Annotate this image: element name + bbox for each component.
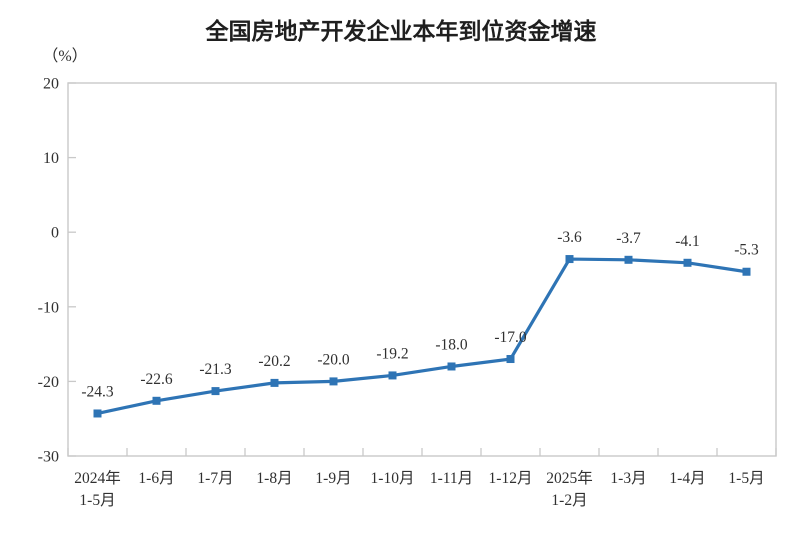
- data-point-label: -24.3: [81, 383, 114, 400]
- y-axis-tick-label: -10: [38, 299, 59, 316]
- y-axis-tick-label: 0: [51, 225, 59, 242]
- data-point-marker: [388, 371, 397, 380]
- data-point-label: -3.6: [557, 229, 582, 246]
- data-point-label: -5.3: [734, 242, 759, 259]
- y-axis-unit-label: （%）: [42, 47, 87, 65]
- y-axis-tick-label: 20: [43, 76, 59, 93]
- plot-border: [67, 82, 777, 457]
- data-point-label: -20.0: [317, 351, 350, 368]
- data-point-marker: [270, 378, 279, 387]
- x-axis-category-label: 1-10月: [371, 470, 415, 487]
- data-point-marker: [447, 362, 456, 371]
- x-axis-category-label: 2025年: [546, 469, 593, 487]
- chart-title: 全国房地产开发企业本年到位资金增速: [205, 18, 597, 44]
- x-axis-category-label: 1-11月: [430, 470, 473, 487]
- x-axis-category-label: 1-2月: [551, 492, 587, 509]
- data-point-marker: [152, 396, 161, 405]
- x-axis-category-label: 1-5月: [79, 492, 115, 509]
- data-point-marker: [506, 355, 515, 364]
- data-point-marker: [329, 377, 338, 386]
- data-point-label: -21.3: [199, 361, 232, 378]
- x-axis-category-label: 1-6月: [138, 470, 174, 487]
- data-point-label: -20.2: [258, 353, 290, 370]
- data-point-marker: [211, 387, 220, 396]
- x-axis-category-label: 2024年: [74, 469, 121, 487]
- data-point-marker: [624, 255, 633, 264]
- y-axis-tick-label: 10: [43, 150, 59, 167]
- data-point-label: -22.6: [140, 371, 173, 388]
- x-axis-category-label: 1-8月: [256, 470, 292, 487]
- plot-area: 20 10 0 -10 -20 -30 2024年 1-5月 1-6月 1-7月 1-8月 1-9月 1…: [38, 76, 777, 509]
- data-point-label: -19.2: [376, 345, 408, 362]
- data-point-marker: [565, 255, 574, 264]
- data-point-label: -3.7: [616, 230, 641, 247]
- data-point-marker: [742, 267, 751, 276]
- data-line: [95, 257, 749, 416]
- y-axis-tick-label: -20: [38, 374, 59, 391]
- x-axis-category-label: 1-5月: [728, 470, 764, 487]
- data-point-label: -4.1: [675, 233, 700, 250]
- x-axis-category-label: 1-3月: [610, 470, 646, 487]
- y-axis-tick-label: -30: [38, 449, 59, 466]
- x-axis-category-label: 1-7月: [197, 470, 233, 487]
- data-point-marker: [683, 258, 692, 267]
- data-point-marker: [93, 409, 102, 418]
- x-axis-category-label: 1-4月: [669, 470, 705, 487]
- data-point-label: -17.0: [494, 329, 527, 346]
- x-axis-category-label: 1-9月: [315, 470, 351, 487]
- x-axis-category-label: 1-12月: [489, 470, 533, 487]
- data-point-label: -18.0: [435, 336, 468, 353]
